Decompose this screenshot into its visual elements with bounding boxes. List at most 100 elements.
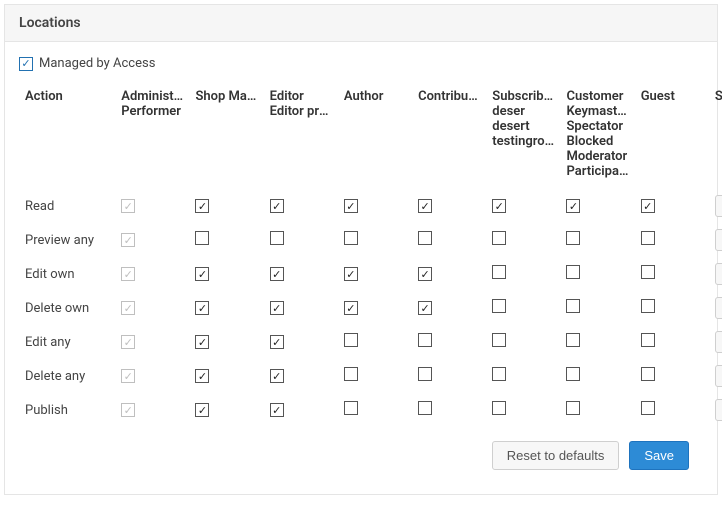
- permission-checkbox[interactable]: [195, 231, 209, 245]
- permission-checkbox[interactable]: [418, 267, 432, 281]
- row-extra-button[interactable]: Se: [715, 297, 722, 319]
- role-label: Guest: [641, 89, 703, 104]
- permission-cell: [412, 223, 486, 257]
- permission-cell: [338, 325, 412, 359]
- role-label: deser: [492, 104, 554, 119]
- permission-checkbox[interactable]: [344, 231, 358, 245]
- permission-checkbox[interactable]: [492, 231, 506, 245]
- permission-checkbox[interactable]: [641, 299, 655, 313]
- permission-checkbox: [121, 335, 135, 349]
- permission-checkbox[interactable]: [418, 199, 432, 213]
- permission-cell: [115, 325, 189, 359]
- permission-checkbox[interactable]: [566, 299, 580, 313]
- permission-checkbox[interactable]: [270, 267, 284, 281]
- col-header: EditorEditor pret…: [264, 85, 338, 189]
- permission-checkbox[interactable]: [492, 265, 506, 279]
- permission-cell: [189, 189, 263, 223]
- permission-checkbox[interactable]: [566, 367, 580, 381]
- row-extra-button[interactable]: Se: [715, 229, 722, 251]
- permission-cell: [412, 189, 486, 223]
- permission-checkbox[interactable]: [566, 333, 580, 347]
- permission-checkbox[interactable]: [641, 401, 655, 415]
- permission-checkbox[interactable]: [492, 199, 506, 213]
- permission-checkbox[interactable]: [492, 401, 506, 415]
- reset-button[interactable]: Reset to defaults: [492, 441, 620, 470]
- permission-checkbox[interactable]: [270, 335, 284, 349]
- role-label: Keymaster: [566, 104, 628, 119]
- save-button[interactable]: Save: [629, 441, 689, 470]
- permission-checkbox[interactable]: [492, 333, 506, 347]
- row-extra-button[interactable]: Se: [715, 399, 722, 421]
- permission-checkbox[interactable]: [566, 199, 580, 213]
- permission-checkbox[interactable]: [418, 301, 432, 315]
- permission-checkbox[interactable]: [344, 367, 358, 381]
- row-extra-button[interactable]: Se: [715, 331, 722, 353]
- action-label: Publish: [19, 393, 115, 427]
- permission-cell: [189, 291, 263, 325]
- row-extra-button[interactable]: Se: [715, 365, 722, 387]
- permission-cell: [486, 291, 560, 325]
- permission-checkbox[interactable]: [418, 231, 432, 245]
- action-label: Edit any: [19, 325, 115, 359]
- permission-checkbox[interactable]: [195, 301, 209, 315]
- permission-checkbox[interactable]: [270, 369, 284, 383]
- permission-cell: [115, 257, 189, 291]
- extra-cell: Se: [709, 189, 722, 223]
- role-label: Administr…: [121, 89, 183, 104]
- permission-cell: [338, 291, 412, 325]
- permission-checkbox[interactable]: [344, 199, 358, 213]
- permission-checkbox[interactable]: [418, 401, 432, 415]
- permission-cell: [560, 291, 634, 325]
- permission-checkbox[interactable]: [344, 401, 358, 415]
- permission-checkbox[interactable]: [270, 231, 284, 245]
- permission-checkbox[interactable]: [641, 333, 655, 347]
- permission-checkbox[interactable]: [270, 403, 284, 417]
- role-label: Author: [344, 89, 406, 104]
- permission-checkbox[interactable]: [566, 265, 580, 279]
- permission-cell: [412, 257, 486, 291]
- permission-checkbox[interactable]: [641, 231, 655, 245]
- permission-cell: [412, 325, 486, 359]
- role-label: testingrole: [492, 134, 554, 149]
- col-header: Guest: [635, 85, 709, 189]
- permission-cell: [412, 359, 486, 393]
- permission-cell: [189, 325, 263, 359]
- permission-cell: [486, 257, 560, 291]
- managed-by-access-row[interactable]: Managed by Access: [19, 56, 703, 85]
- permission-checkbox[interactable]: [344, 301, 358, 315]
- row-extra-button[interactable]: Se: [715, 195, 722, 217]
- row-extra-button[interactable]: Se: [715, 263, 722, 285]
- extra-cell: Se: [709, 291, 722, 325]
- permission-checkbox[interactable]: [270, 301, 284, 315]
- permission-checkbox[interactable]: [195, 199, 209, 213]
- permission-cell: [189, 257, 263, 291]
- permission-checkbox[interactable]: [195, 369, 209, 383]
- permission-checkbox[interactable]: [641, 265, 655, 279]
- permission-checkbox[interactable]: [195, 403, 209, 417]
- permission-checkbox[interactable]: [344, 333, 358, 347]
- permission-checkbox[interactable]: [492, 367, 506, 381]
- permission-checkbox[interactable]: [641, 199, 655, 213]
- table-row: ReadSe: [19, 189, 722, 223]
- col-header: Subscriberdeserdeserttestingrole: [486, 85, 560, 189]
- permission-cell: [635, 291, 709, 325]
- role-label: Performer: [121, 104, 183, 119]
- permission-checkbox[interactable]: [344, 267, 358, 281]
- permission-checkbox[interactable]: [195, 267, 209, 281]
- permission-checkbox[interactable]: [418, 333, 432, 347]
- permission-cell: [338, 359, 412, 393]
- action-label: Delete own: [19, 291, 115, 325]
- managed-checkbox[interactable]: [19, 57, 33, 71]
- permission-cell: [486, 393, 560, 427]
- permission-cell: [635, 325, 709, 359]
- permission-checkbox[interactable]: [270, 199, 284, 213]
- role-label: Editor: [270, 89, 332, 104]
- permission-checkbox[interactable]: [492, 299, 506, 313]
- permission-checkbox[interactable]: [566, 401, 580, 415]
- permission-checkbox[interactable]: [641, 367, 655, 381]
- permission-checkbox[interactable]: [566, 231, 580, 245]
- permission-checkbox[interactable]: [195, 335, 209, 349]
- permission-checkbox[interactable]: [418, 367, 432, 381]
- permission-cell: [115, 359, 189, 393]
- managed-label: Managed by Access: [39, 56, 155, 71]
